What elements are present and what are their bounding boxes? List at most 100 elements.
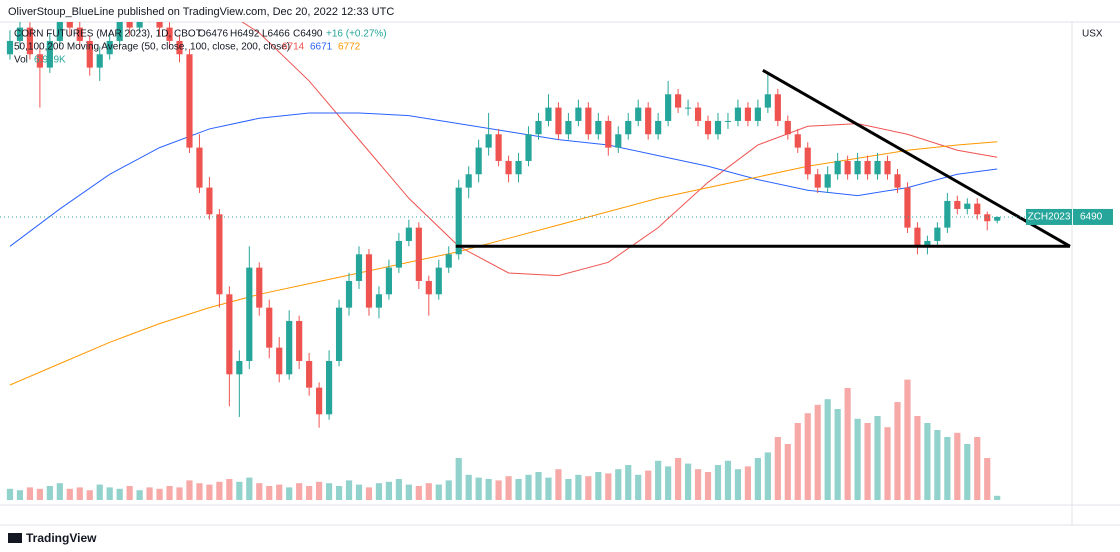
candle-body bbox=[994, 216, 1001, 221]
volume-bar bbox=[994, 495, 1001, 500]
volume-bar bbox=[744, 466, 751, 500]
candle-body bbox=[944, 200, 951, 228]
candle-body bbox=[714, 120, 722, 135]
volume-bar bbox=[605, 473, 612, 500]
candle-body bbox=[116, 22, 123, 41]
candle-body bbox=[56, 22, 63, 41]
volume-bar bbox=[804, 413, 811, 500]
candle-body bbox=[166, 27, 173, 41]
volume-bar bbox=[6, 488, 14, 500]
candle-body bbox=[764, 94, 771, 108]
candle-body bbox=[286, 320, 293, 375]
volume-value: 6.989K bbox=[34, 55, 66, 66]
volume-bar bbox=[465, 474, 472, 500]
candle-body bbox=[196, 147, 203, 188]
candle-body bbox=[605, 120, 612, 148]
candle-body bbox=[355, 254, 363, 281]
candle-body bbox=[465, 174, 472, 188]
volume-bar bbox=[515, 479, 522, 500]
candle-body bbox=[395, 240, 402, 268]
volume-bar bbox=[774, 437, 781, 500]
moving-average bbox=[9, 112, 998, 247]
volume-bar bbox=[325, 483, 333, 500]
ma-value: 6671 bbox=[310, 42, 333, 53]
volume-bar bbox=[316, 481, 323, 500]
volume-bar bbox=[96, 484, 103, 500]
candle-body bbox=[684, 107, 692, 109]
volume-bar bbox=[76, 487, 83, 500]
volume-bar bbox=[166, 486, 173, 500]
candle-body bbox=[784, 120, 791, 135]
volume-bar bbox=[794, 423, 801, 500]
candle-body bbox=[635, 107, 642, 121]
candle-body bbox=[405, 227, 412, 241]
volume-bar bbox=[345, 480, 353, 500]
candle-body bbox=[555, 107, 562, 135]
volume-bar bbox=[545, 477, 552, 500]
volume-bar bbox=[844, 388, 851, 500]
price-box bbox=[1073, 208, 1113, 225]
candle-body bbox=[964, 203, 971, 209]
volume-bar bbox=[306, 486, 313, 500]
volume-bar bbox=[864, 423, 871, 500]
candle-body bbox=[615, 134, 622, 148]
candle-body bbox=[655, 120, 662, 135]
candle-body bbox=[844, 160, 851, 175]
candle-body bbox=[66, 22, 73, 28]
volume-bar bbox=[784, 444, 791, 500]
candle-body bbox=[206, 187, 213, 215]
volume-bar bbox=[106, 487, 113, 500]
candle-body bbox=[924, 240, 931, 247]
volume-bar bbox=[36, 488, 43, 500]
candle-body bbox=[455, 187, 462, 255]
volume-bar bbox=[974, 437, 981, 500]
candle-body bbox=[216, 214, 223, 295]
volume-bar bbox=[385, 481, 393, 500]
candle-body bbox=[26, 27, 34, 55]
candle-body bbox=[814, 174, 821, 188]
volume-bar bbox=[535, 472, 542, 500]
ticker-box bbox=[1026, 208, 1072, 225]
volume-bar bbox=[904, 379, 911, 500]
candle-body bbox=[914, 227, 921, 247]
volume-bar bbox=[425, 483, 432, 500]
candle-body bbox=[625, 120, 632, 135]
volume-bar bbox=[475, 477, 482, 500]
volume-bar bbox=[126, 486, 133, 500]
volume-bar bbox=[615, 469, 622, 500]
candle-body bbox=[595, 120, 602, 135]
volume-bar bbox=[555, 469, 562, 500]
volume-bar bbox=[16, 490, 24, 500]
candle-body bbox=[136, 22, 143, 28]
currency: USX bbox=[1082, 29, 1103, 40]
volume-bar bbox=[684, 463, 692, 500]
volume-bar bbox=[196, 483, 203, 500]
candle-body bbox=[934, 227, 941, 241]
candle-body bbox=[804, 147, 811, 175]
volume-bar bbox=[814, 404, 821, 500]
candle-body bbox=[156, 22, 163, 28]
candle-body bbox=[864, 160, 871, 175]
volume-bar bbox=[365, 487, 373, 500]
volume-bar bbox=[395, 479, 402, 500]
footer: TradingView bbox=[26, 531, 97, 545]
candle-body bbox=[316, 387, 323, 415]
volume-bar bbox=[206, 484, 213, 500]
volume-bar bbox=[874, 416, 881, 500]
volume-bar bbox=[724, 460, 732, 500]
candle-body bbox=[345, 280, 353, 308]
candle-body bbox=[495, 134, 502, 161]
candle-body bbox=[515, 160, 522, 175]
volume-bar bbox=[56, 483, 63, 500]
volume-bar bbox=[714, 465, 722, 500]
volume-bar bbox=[405, 484, 412, 500]
candle-body bbox=[276, 347, 283, 375]
volume-bar bbox=[246, 477, 253, 500]
volume-bar bbox=[764, 452, 771, 500]
volume-bar bbox=[86, 490, 93, 500]
candle-body bbox=[505, 160, 512, 175]
open: O6476 bbox=[198, 29, 228, 40]
candle-body bbox=[824, 174, 831, 188]
